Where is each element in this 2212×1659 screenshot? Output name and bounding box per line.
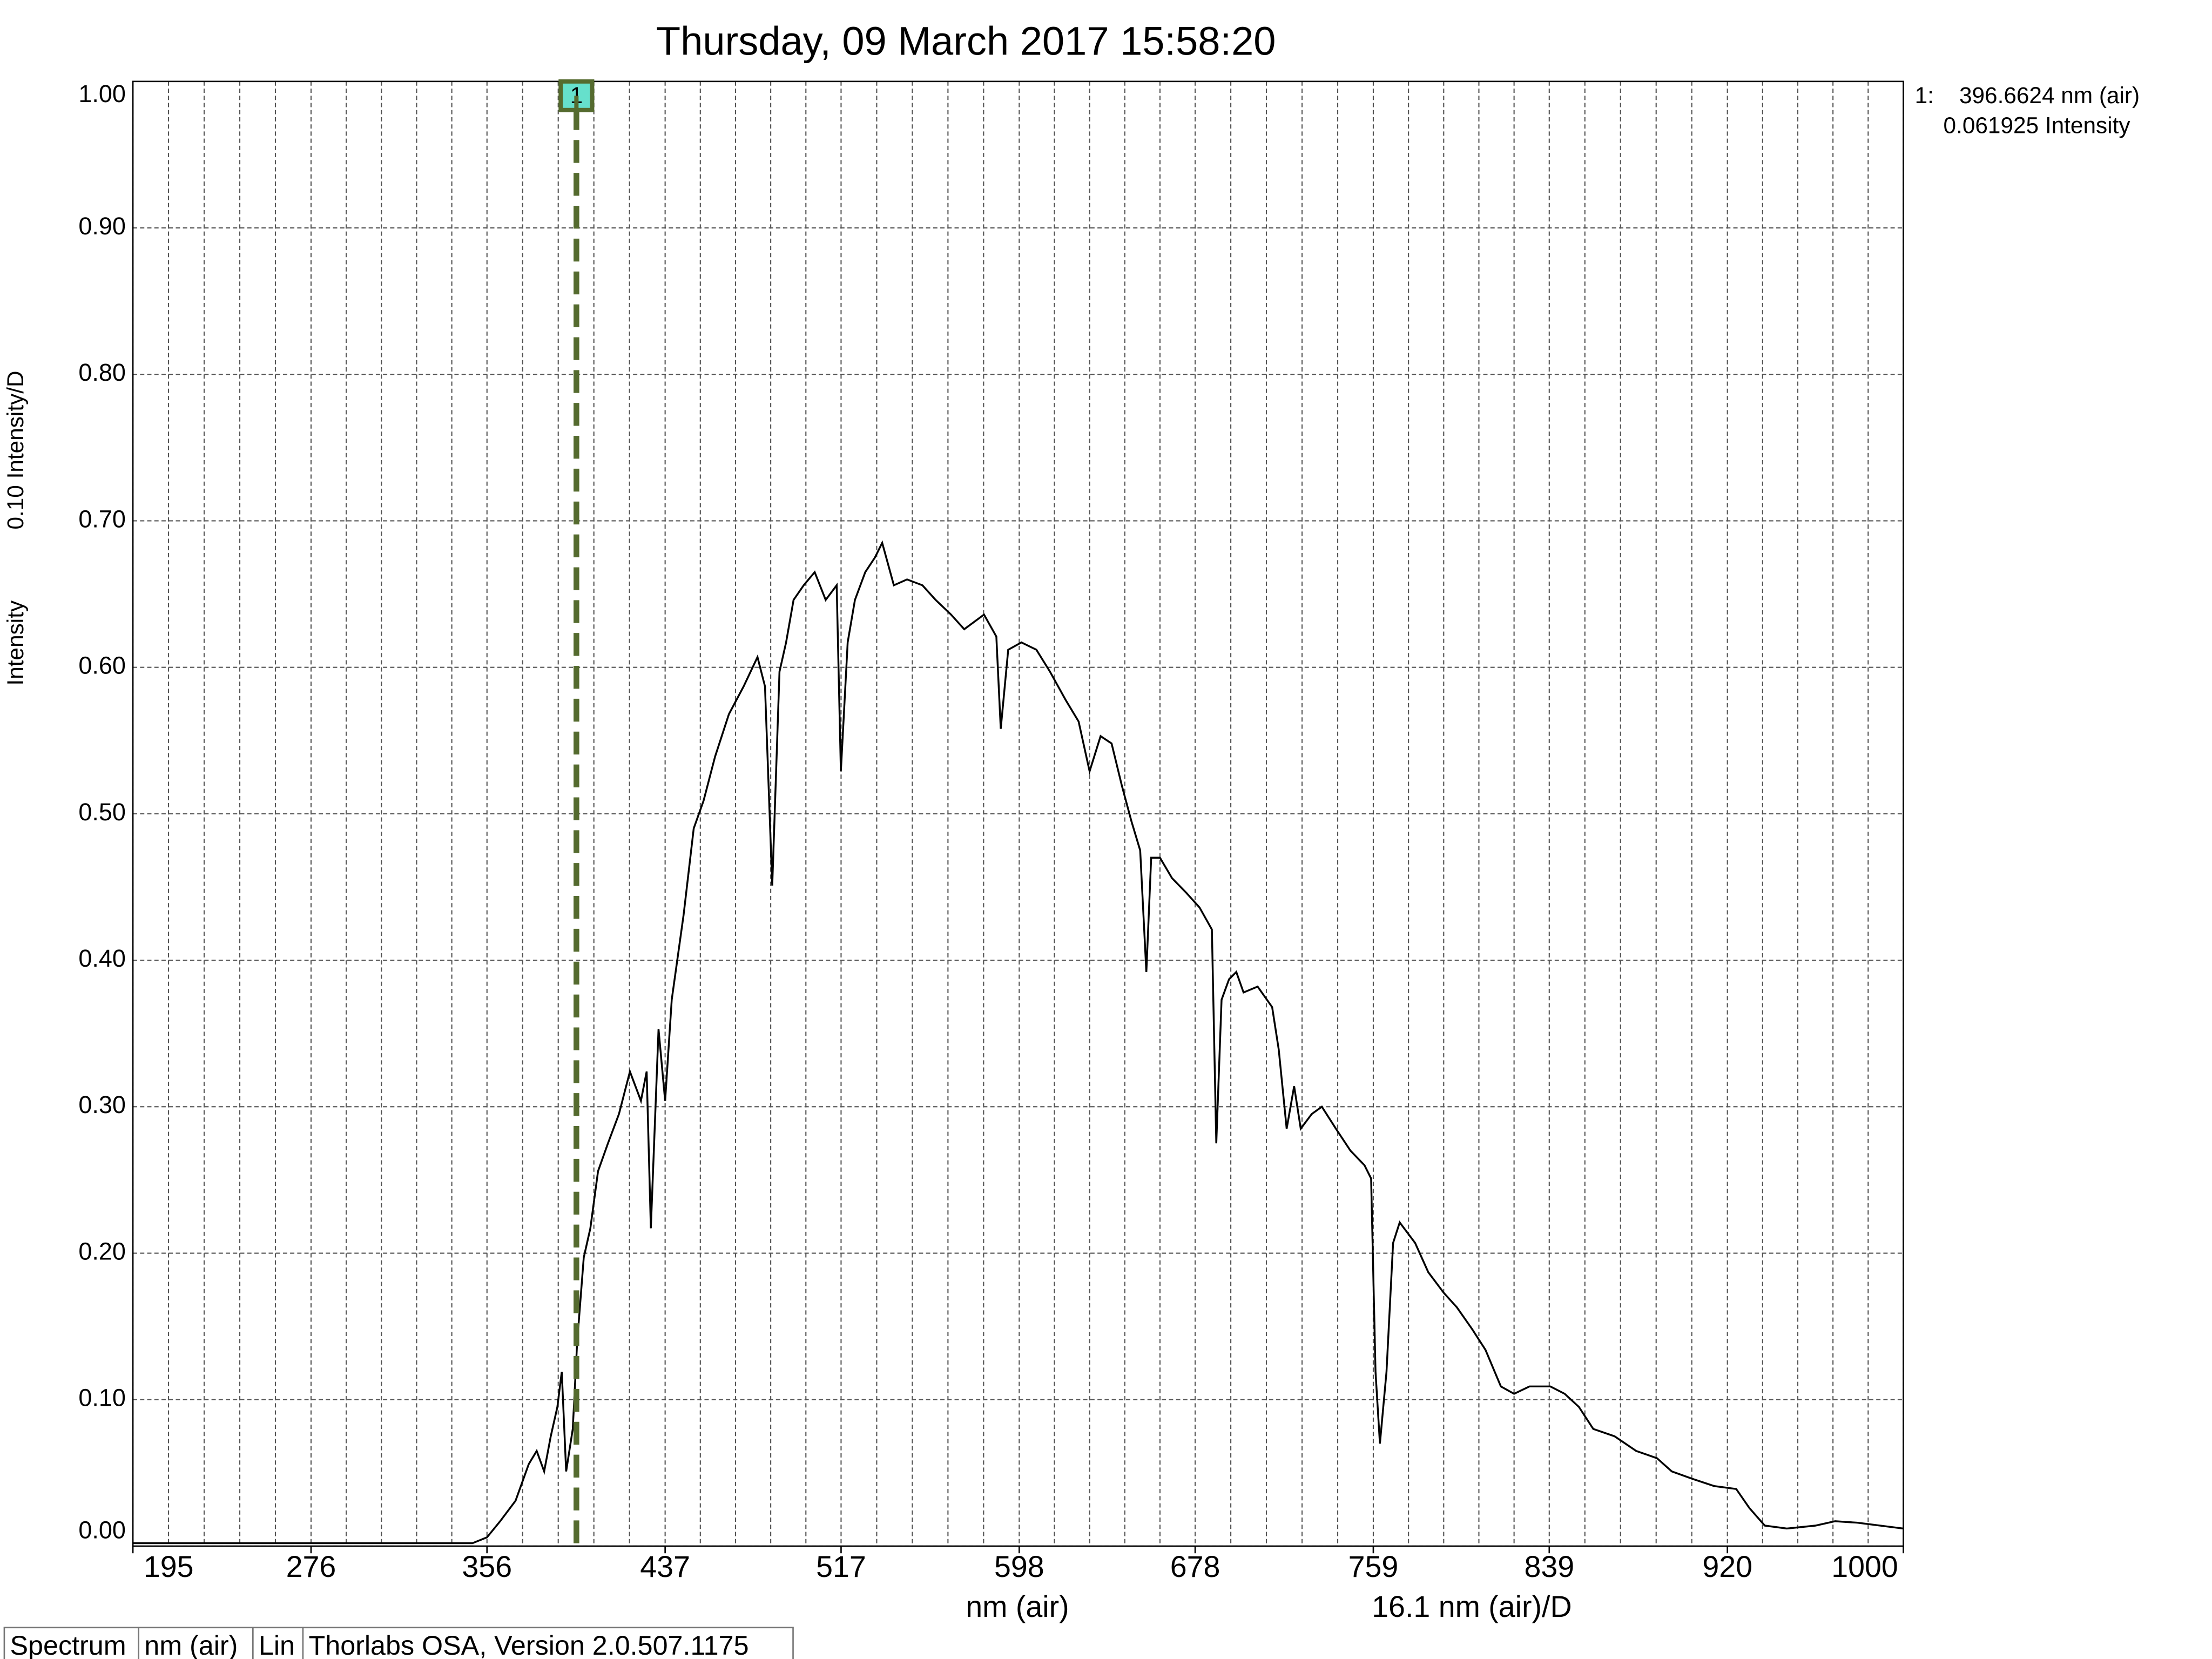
y-tick-label: 0.70 [78,505,126,532]
x-tick-label: 920 [1702,1550,1752,1583]
x-tick-label: 1000 [1831,1550,1898,1583]
status-text: Lin [259,1630,295,1659]
y-tick-label: 0.60 [78,652,126,679]
status-cell [302,1627,794,1659]
spectrum-line [133,540,1904,1545]
x-tick-label: 678 [1170,1550,1220,1583]
x-tick-label: 276 [286,1550,336,1583]
x-axis-label: nm (air) [966,1590,1069,1623]
x-tick-label: 517 [816,1550,866,1583]
x-tick-label: 437 [640,1550,690,1583]
y-tick-label: 0.50 [78,798,126,826]
status-text: Thorlabs OSA, Version 2.0.507.1175 [309,1630,749,1659]
status-text: Spectrum [10,1630,126,1659]
plot-frame [132,80,1904,1547]
status-bar: Spectrum nm (air) Lin Thorlabs OSA, Version… [3,1627,794,1659]
y-tick-label: 0.90 [78,212,126,240]
y-tick-label: 1.00 [78,80,126,107]
status-cell [3,1627,139,1659]
x-tick-label: 759 [1348,1550,1399,1583]
status-cell [138,1627,254,1659]
x-tick-label: 598 [994,1550,1044,1583]
chart-title: Thursday, 09 March 2017 15:58:20 [656,19,1276,64]
y-division-label: 0.10 Intensity/D [3,370,28,529]
y-axis-label: Intensity [3,600,28,685]
y-tick-label: 0.00 [78,1516,126,1543]
marker-label: 1 [570,83,583,108]
x-tick-label: 839 [1524,1550,1574,1583]
grid [132,80,1904,1547]
y-tick-label: 0.30 [78,1091,126,1118]
y-tick-label: 0.20 [78,1237,126,1265]
y-tick-label: 0.80 [78,359,126,386]
y-tick-label: 0.10 [78,1384,126,1412]
status-text: nm (air) [144,1630,238,1659]
x-tick-label: 356 [462,1550,512,1583]
y-tick-label: 0.40 [78,945,126,972]
x-tick-label: 195 [144,1550,194,1583]
marker-readout: 0.061925 Intensity [1944,113,2131,138]
status-cell [252,1627,304,1659]
x-division-label: 16.1 nm (air)/D [1372,1590,1572,1623]
marker-readout: 1: 396.6624 nm (air) [1915,83,2140,108]
